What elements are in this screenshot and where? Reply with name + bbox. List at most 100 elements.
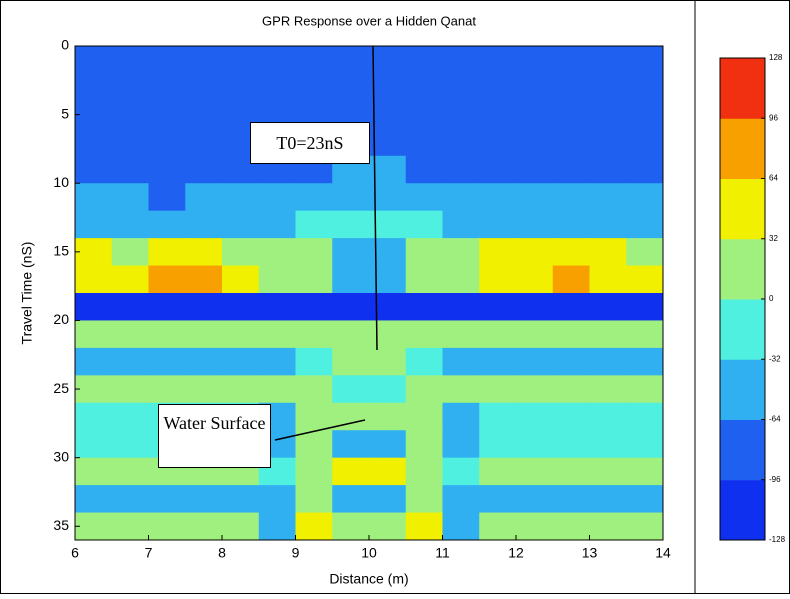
- cell: [552, 155, 590, 184]
- cell: [332, 46, 370, 74]
- cell: [148, 512, 186, 541]
- cell: [75, 210, 113, 239]
- cell: [479, 73, 517, 102]
- cell: [405, 457, 443, 486]
- cell: [516, 46, 554, 74]
- cell: [552, 73, 590, 102]
- colorbar-tick-label: 32: [769, 234, 778, 243]
- y-tick-label: 15: [53, 243, 69, 259]
- cell: [111, 320, 149, 349]
- arrow: [274, 419, 366, 441]
- colorbar-tick-label: -64: [769, 415, 781, 424]
- cell: [75, 238, 113, 267]
- cell: [222, 183, 260, 212]
- cell: [148, 46, 186, 74]
- cell: [516, 320, 554, 349]
- cell: [111, 347, 149, 376]
- cell: [442, 375, 480, 404]
- cell: [222, 320, 260, 349]
- y-tick-label: 5: [61, 105, 69, 121]
- cell: [185, 320, 223, 349]
- cell: [295, 183, 333, 212]
- cell: [369, 238, 407, 267]
- cell: [369, 265, 407, 294]
- cell: [148, 485, 186, 514]
- y-tick-label: 25: [53, 380, 69, 396]
- cell: [111, 46, 149, 74]
- cell: [295, 73, 333, 102]
- cell: [369, 347, 407, 376]
- cell: [442, 73, 480, 102]
- cell: [111, 183, 149, 212]
- x-tick-label: 11: [435, 545, 450, 561]
- cell: [442, 128, 480, 157]
- cell: [369, 512, 407, 541]
- cell: [626, 375, 664, 404]
- cell: [589, 402, 627, 431]
- cell: [626, 238, 664, 267]
- colorbar-tick-label: -32: [769, 354, 781, 363]
- cell: [552, 210, 590, 239]
- cell: [295, 347, 333, 376]
- cell: [552, 293, 590, 321]
- cell: [405, 265, 443, 294]
- cell: [185, 375, 223, 404]
- cell: [75, 485, 113, 514]
- cell: [111, 293, 149, 321]
- cell: [369, 430, 407, 459]
- cell: [258, 347, 296, 376]
- cell: [148, 265, 186, 294]
- cell: [222, 512, 260, 541]
- cell: [75, 512, 113, 541]
- cell: [185, 128, 223, 157]
- cell: [405, 46, 443, 74]
- cell: [626, 293, 664, 321]
- cell: [589, 210, 627, 239]
- cell: [552, 238, 590, 267]
- cell: [405, 73, 443, 102]
- cell: [552, 430, 590, 459]
- cell: [111, 430, 149, 459]
- cell: [75, 347, 113, 376]
- cell: [589, 128, 627, 157]
- cell: [589, 155, 627, 184]
- cell: [75, 100, 113, 129]
- cell: [442, 265, 480, 294]
- cell: [479, 183, 517, 212]
- cell: [222, 375, 260, 404]
- cell: [258, 512, 296, 541]
- cell: [589, 375, 627, 404]
- vertical-marker: [372, 45, 378, 351]
- cell: [185, 293, 223, 321]
- cell: [479, 265, 517, 294]
- colorbar-swatch: [720, 479, 765, 541]
- cell: [589, 183, 627, 212]
- cell: [369, 375, 407, 404]
- cell: [148, 155, 186, 184]
- cell: [295, 320, 333, 349]
- cell: [369, 320, 407, 349]
- cell: [185, 265, 223, 294]
- cell: [332, 457, 370, 486]
- cell: [589, 512, 627, 541]
- cell: [111, 73, 149, 102]
- cell: [185, 183, 223, 212]
- cell: [479, 347, 517, 376]
- cell: [589, 46, 627, 74]
- cell: [295, 457, 333, 486]
- cell: [479, 512, 517, 541]
- cell: [258, 46, 296, 74]
- cell: [369, 293, 407, 321]
- cell: [552, 512, 590, 541]
- x-tick-label: 13: [582, 545, 598, 561]
- cell: [258, 375, 296, 404]
- cell: [75, 155, 113, 184]
- cell: [626, 320, 664, 349]
- colorbar-swatch: [720, 178, 765, 240]
- cell: [295, 46, 333, 74]
- cell: [442, 183, 480, 212]
- colorbar-tick-label: 96: [769, 113, 778, 122]
- cell: [516, 265, 554, 294]
- cell: [258, 183, 296, 212]
- colorbar-swatch: [720, 419, 765, 481]
